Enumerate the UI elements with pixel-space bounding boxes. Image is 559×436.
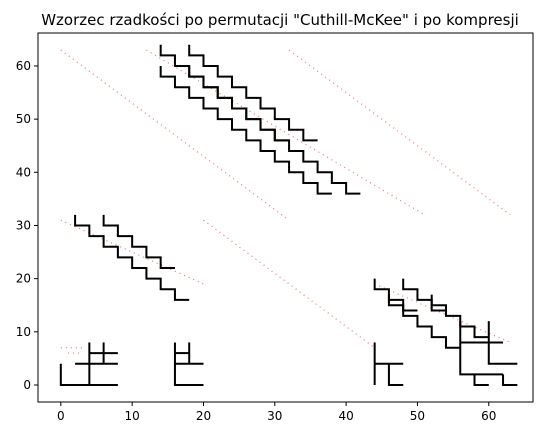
block-path-12 bbox=[459, 321, 504, 376]
staircase-7 bbox=[402, 278, 446, 312]
axes-frame bbox=[37, 32, 534, 403]
x-tick-label-0: 0 bbox=[57, 409, 65, 423]
block-path-14 bbox=[473, 374, 489, 386]
diagonal-dotted-3 bbox=[60, 219, 204, 285]
staircase-4 bbox=[74, 214, 190, 301]
diagonal-dotted-1 bbox=[146, 49, 425, 216]
plot-area bbox=[59, 44, 518, 386]
staircase-0 bbox=[159, 44, 290, 142]
diagonal-dotted-4 bbox=[203, 219, 376, 349]
staircase-3 bbox=[188, 65, 361, 195]
diagonal-dotted-5 bbox=[374, 283, 511, 344]
staircase-2 bbox=[159, 65, 332, 195]
axis-ticks: 0 10 20 30 40 50 60 0 10 20 30 40 50 60 bbox=[16, 59, 497, 423]
staircase-5 bbox=[102, 214, 175, 270]
block-path-8 bbox=[173, 363, 204, 386]
staircase-8 bbox=[387, 294, 461, 349]
x-tick-label-20: 20 bbox=[196, 409, 211, 423]
y-tick-label-60: 60 bbox=[16, 59, 31, 73]
x-tick-label-10: 10 bbox=[125, 409, 140, 423]
block-path-16 bbox=[502, 374, 518, 386]
block-path-0 bbox=[59, 363, 118, 386]
block-path-11 bbox=[387, 363, 404, 386]
staircase-9 bbox=[430, 294, 489, 339]
diagonal-dotted-0 bbox=[60, 49, 290, 221]
x-tick-label-60: 60 bbox=[481, 409, 496, 423]
chart-title: Wzorzec rzadkości po permutacji "Cuthill… bbox=[41, 11, 519, 29]
x-tick-label-30: 30 bbox=[267, 409, 282, 423]
y-tick-label-0: 0 bbox=[23, 378, 31, 392]
diagonal-dotted-2 bbox=[288, 49, 511, 216]
block-path-15 bbox=[487, 321, 518, 365]
y-tick-label-10: 10 bbox=[16, 325, 31, 339]
y-tick-label-40: 40 bbox=[16, 165, 31, 179]
staircase-1 bbox=[188, 44, 318, 142]
y-tick-label-20: 20 bbox=[16, 272, 31, 286]
x-tick-label-50: 50 bbox=[410, 409, 425, 423]
y-tick-label-50: 50 bbox=[16, 112, 31, 126]
y-tick-label-30: 30 bbox=[16, 218, 31, 232]
x-tick-label-40: 40 bbox=[338, 409, 353, 423]
